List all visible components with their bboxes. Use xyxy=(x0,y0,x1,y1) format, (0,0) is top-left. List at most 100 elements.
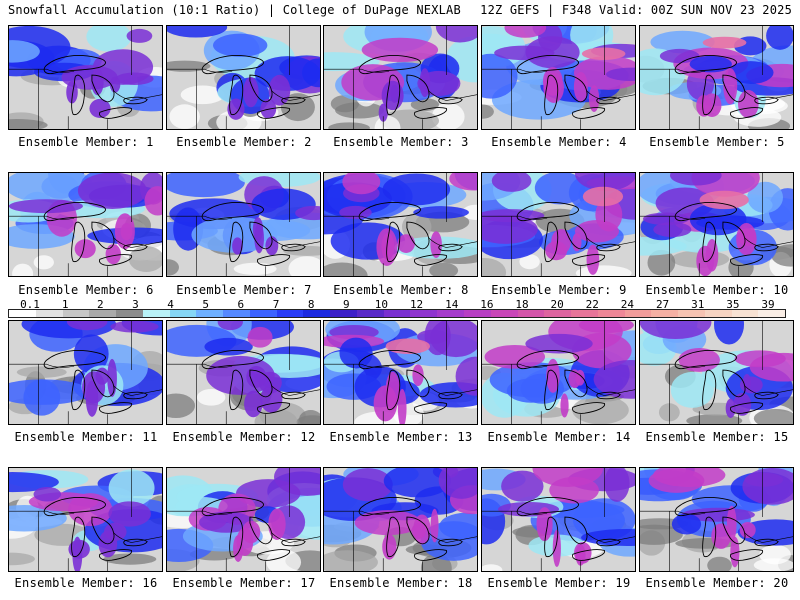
ensemble-member-map xyxy=(8,467,163,572)
snow-zone-heavy xyxy=(491,173,532,192)
us-canada-border xyxy=(640,68,793,101)
lake-effect-band xyxy=(568,369,581,389)
state-border xyxy=(196,321,290,424)
lake-effect-band xyxy=(85,380,99,417)
us-canada-border xyxy=(9,363,162,396)
snowfall-map-svg xyxy=(482,468,635,571)
snow-zone-moderate xyxy=(482,53,518,99)
snow-zone-extreme xyxy=(702,36,747,49)
snow-zone-moderate xyxy=(167,26,228,38)
colorbar-swatch xyxy=(704,310,732,317)
snow-zone-heavy xyxy=(640,321,712,340)
snow-zone-heavy xyxy=(361,37,439,63)
lake-effect-band xyxy=(74,239,96,259)
snow-zone-heavy xyxy=(549,476,599,504)
lake-ontario xyxy=(281,391,306,400)
us-canada-border xyxy=(167,215,320,248)
colorbar-swatch xyxy=(490,310,518,317)
lake-huron xyxy=(406,516,430,545)
lake-erie xyxy=(729,107,764,119)
colorbar-tick-label: 7 xyxy=(272,298,280,311)
lake-erie xyxy=(571,549,606,561)
ensemble-member-label: Ensemble Member: 11 xyxy=(14,430,158,444)
colorbar-tick-label: 1 xyxy=(61,298,69,311)
lake-michigan xyxy=(702,516,717,558)
snow-zone-light xyxy=(482,564,503,571)
lake-effect-band xyxy=(246,365,267,388)
lake-effect-band xyxy=(382,534,397,560)
lake-ontario xyxy=(438,391,463,400)
colorbar-swatch xyxy=(303,310,331,317)
lake-huron xyxy=(91,221,115,250)
us-canada-border xyxy=(167,510,320,543)
colorbar-tick-label: 24 xyxy=(620,298,635,311)
snowfall-map-svg xyxy=(324,321,477,424)
us-canada-border xyxy=(640,215,793,248)
snow-zone-light xyxy=(103,553,157,565)
snowfall-map-svg xyxy=(482,26,635,129)
state-border xyxy=(38,468,132,571)
snow-zone-heavy xyxy=(383,468,452,498)
state-border xyxy=(353,468,447,571)
lake-ontario xyxy=(281,243,306,252)
colorbar-swatch xyxy=(35,310,63,317)
snow-zone-light xyxy=(328,122,370,129)
lake-michigan xyxy=(544,516,559,558)
snow-zone-light xyxy=(9,552,35,566)
lake-michigan xyxy=(702,74,717,116)
lake-effect-band xyxy=(114,213,135,250)
lake-ontario xyxy=(438,243,463,252)
ensemble-member-label: Ensemble Member: 7 xyxy=(176,283,312,297)
us-canada-border xyxy=(167,363,320,396)
ensemble-member-label: Ensemble Member: 15 xyxy=(645,430,789,444)
snow-zone-light xyxy=(9,119,48,129)
state-border xyxy=(511,173,605,276)
lake-effect-band xyxy=(91,68,104,96)
snow-zone-heavy xyxy=(92,49,154,85)
colorbar-swatch xyxy=(731,310,759,317)
us-canada-border xyxy=(9,215,162,248)
lake-effect-band xyxy=(378,103,388,122)
lake-superior xyxy=(516,497,579,516)
ensemble-member-map xyxy=(323,25,478,130)
model-run-info: 12Z GEFS | F348 Valid: 00Z SUN NOV 23 20… xyxy=(480,3,792,17)
lake-michigan xyxy=(702,369,717,411)
lake-erie xyxy=(729,549,764,561)
ensemble-member-label: Ensemble Member: 18 xyxy=(329,576,473,590)
snow-zone-heavy xyxy=(77,173,147,209)
snow-zone-light xyxy=(167,259,179,276)
lake-huron xyxy=(564,369,588,398)
snow-zone-heavy xyxy=(66,321,108,331)
colorbar-swatch xyxy=(223,310,250,317)
ensemble-member-map xyxy=(8,320,163,425)
ensemble-member-map xyxy=(481,320,636,425)
ensemble-member-label: Ensemble Member: 16 xyxy=(14,576,158,590)
snow-zone-heavy xyxy=(653,222,692,238)
state-border xyxy=(669,468,763,571)
lake-huron xyxy=(722,221,746,250)
state-border xyxy=(38,173,132,276)
lake-superior xyxy=(201,350,264,369)
us-canada-border xyxy=(482,363,635,396)
lake-effect-band xyxy=(430,231,442,258)
lake-michigan xyxy=(71,221,86,263)
colorbar-swatch xyxy=(142,310,170,317)
lake-effect-band xyxy=(107,358,117,397)
state-border xyxy=(511,321,605,424)
lake-superior xyxy=(516,55,579,74)
lake-huron xyxy=(406,221,430,250)
snow-zone-heavy xyxy=(449,173,477,191)
lake-effect-band xyxy=(265,236,279,256)
snow-zone-light xyxy=(16,366,67,378)
snowfall-map-svg xyxy=(9,468,162,571)
snow-zone-light xyxy=(167,393,196,419)
snow-zone-heavy xyxy=(595,197,623,232)
lake-superior xyxy=(674,350,737,369)
snow-zone-heavy xyxy=(247,326,273,348)
colorbar-swatch xyxy=(9,310,36,317)
colorbar-swatch xyxy=(410,310,438,317)
lake-erie xyxy=(413,254,448,266)
colorbar-swatch xyxy=(196,310,224,317)
ensemble-member-map xyxy=(639,467,794,572)
us-canada-border xyxy=(167,68,320,101)
